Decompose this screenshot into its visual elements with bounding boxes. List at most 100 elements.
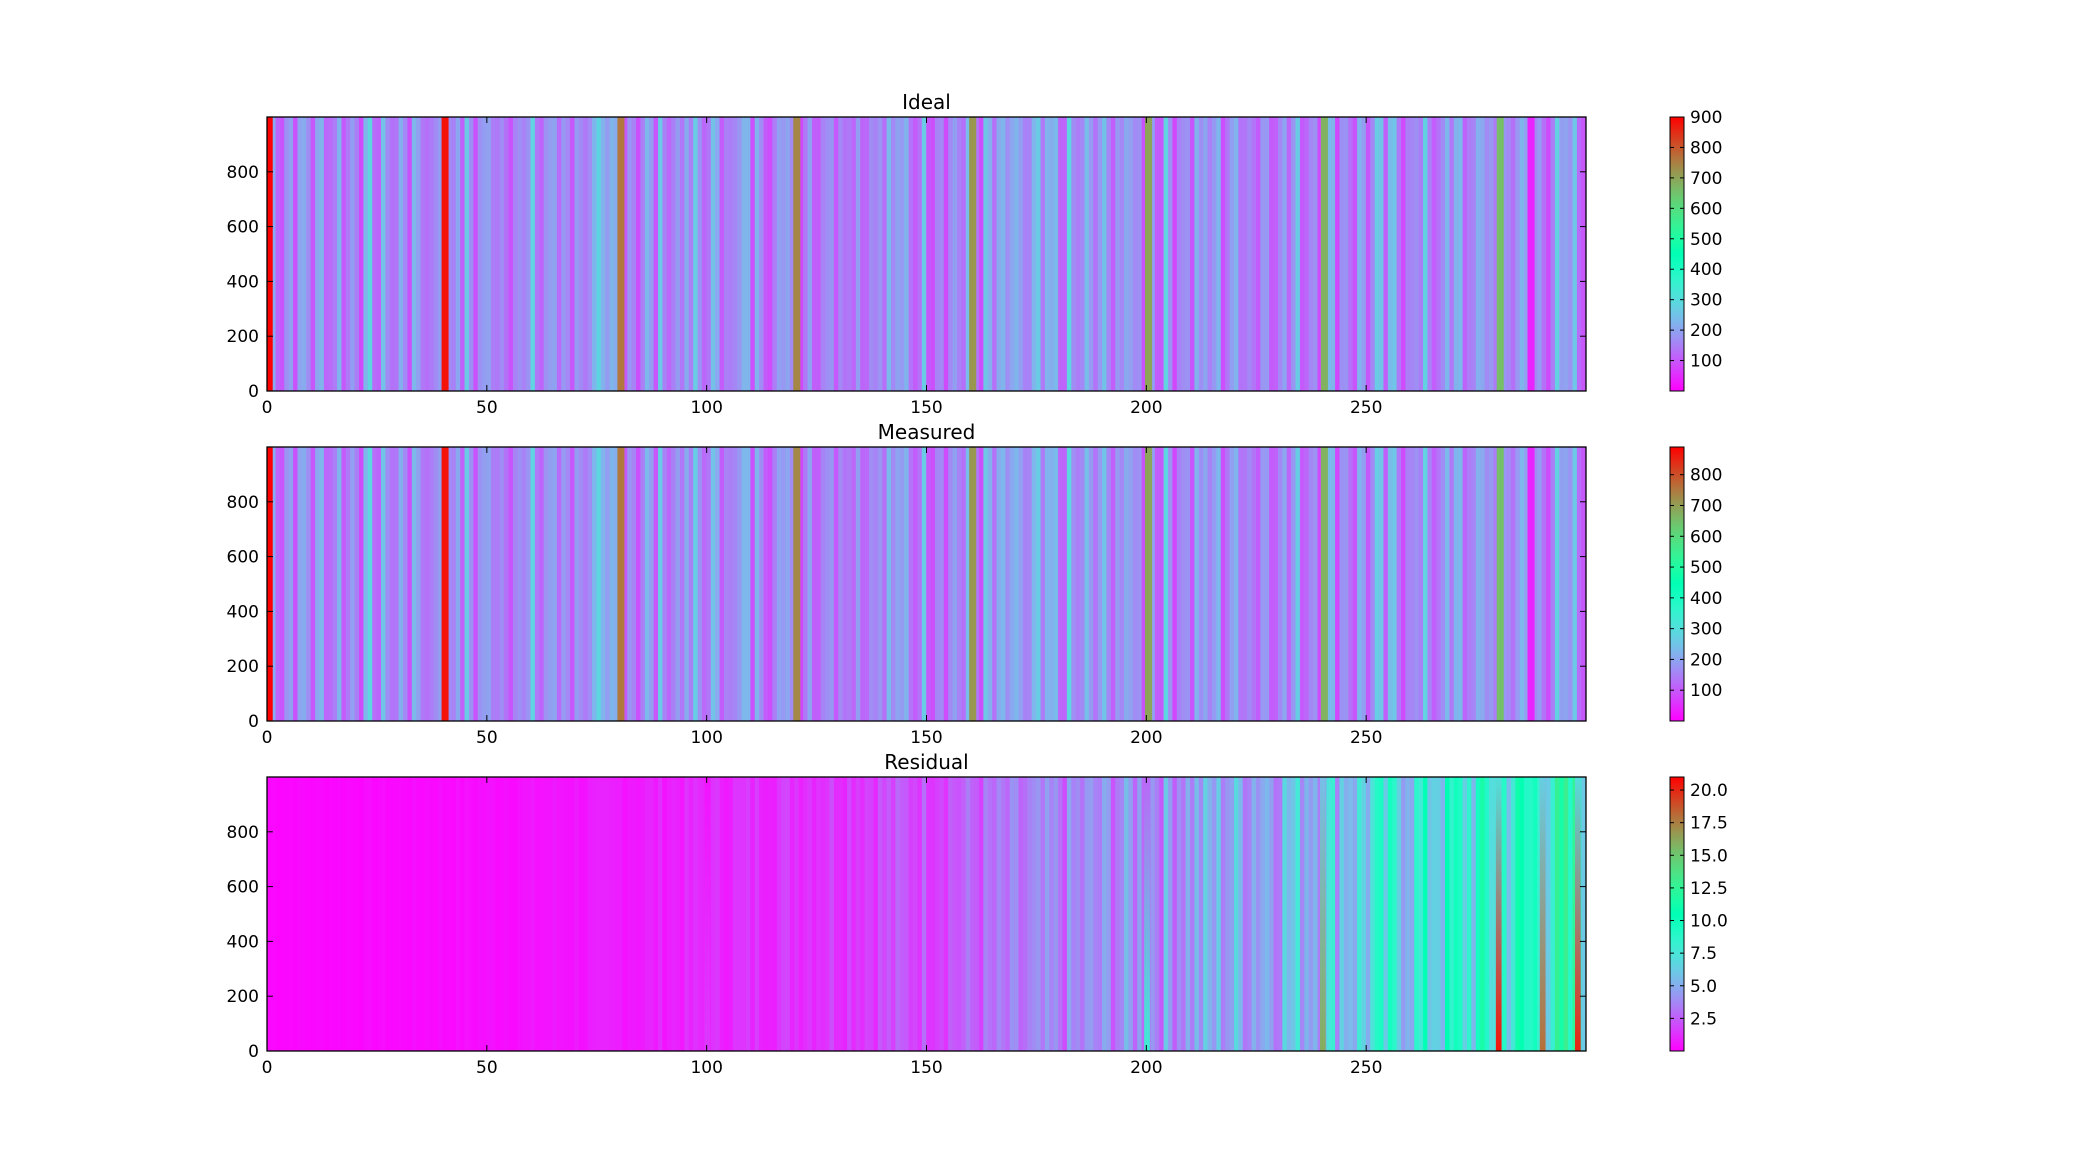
x-tick-label: 150 [910,1058,942,1078]
heatmap-column [583,777,589,1051]
x-tick-label: 250 [1350,1058,1382,1078]
heatmap-column [482,777,488,1051]
heatmap-column [1431,117,1437,391]
heatmap-column [1190,777,1195,1051]
heatmap-column [1352,117,1358,391]
heatmap-column [1563,777,1569,1051]
heatmap-column [310,447,316,721]
heatmap-column [1383,777,1389,1051]
heatmap-column [1053,117,1059,391]
heatmap-column [1233,447,1239,721]
heatmap-column [301,777,307,1051]
heatmap-column [473,777,479,1051]
heatmap-column [297,777,303,1051]
heatmap-column [877,777,883,1051]
heatmap-column [1211,447,1217,721]
y-tick-label: 0 [248,712,259,732]
heatmap-column [512,777,518,1051]
heatmap-column [1528,777,1534,1051]
heatmap-column [1484,777,1490,1051]
heatmap-column [1431,777,1437,1051]
heatmap-column [354,777,360,1051]
heatmap-column [798,447,804,721]
heatmap-column [1291,777,1297,1051]
heatmap-column [662,447,668,721]
colorbar-tick-label: 2.5 [1690,1009,1717,1029]
heatmap-image [267,777,1586,1051]
heatmap-column [1260,777,1266,1051]
heatmap-column [1203,117,1209,391]
heatmap-column [367,447,373,721]
heatmap-column [1379,777,1385,1051]
heatmap-column [1423,447,1429,721]
heatmap-column [816,117,822,391]
heatmap-column [666,777,672,1051]
heatmap-column [565,447,571,721]
heatmap-column [983,777,989,1051]
heatmap-column [1181,447,1187,721]
heatmap-column [833,777,839,1051]
heatmap-column [310,777,316,1051]
heatmap-peak-column [1320,777,1326,1051]
heatmap-column [1519,777,1525,1051]
heatmap-column [781,447,787,721]
heatmap-column [1036,447,1042,721]
heatmap-column [1106,447,1112,721]
heatmap-column [363,777,369,1051]
heatmap-column [956,117,962,391]
heatmap-column [1080,777,1086,1051]
heatmap-column [930,447,936,721]
heatmap-column [1286,777,1292,1051]
heatmap-column [789,117,795,391]
y-tick-label: 0 [248,1042,259,1062]
heatmap-column [1515,117,1521,391]
heatmap-column [1102,117,1108,391]
heatmap-column [1009,117,1015,391]
heatmap-column [930,117,936,391]
heatmap-column [745,117,751,391]
heatmap-column [1427,777,1433,1051]
heatmap-column [1493,117,1499,391]
heatmap-column [1471,777,1477,1051]
heatmap-column [1185,447,1191,721]
heatmap-column [873,447,879,721]
heatmap-column [614,447,620,721]
heatmap-column [803,117,809,391]
heatmap-column [811,117,817,391]
colorbar-tick-label: 17.5 [1690,814,1728,834]
colorbar-tick-label: 300 [1690,620,1722,640]
x-tick-label: 200 [1130,728,1162,748]
heatmap-column [1546,777,1552,1051]
heatmap-column [693,447,699,721]
heatmap-peak-column [441,447,449,721]
heatmap-column [464,447,470,721]
heatmap-column [512,447,518,721]
heatmap-column [825,447,831,721]
heatmap-column [1449,117,1455,391]
heatmap-column [798,117,804,391]
heatmap-column [1370,117,1376,391]
heatmap-column [455,447,461,721]
heatmap-column [807,117,813,391]
heatmap-column [1365,777,1371,1051]
colorbar-tick-label: 5.0 [1690,977,1717,997]
x-tick-label: 150 [910,728,942,748]
heatmap-peak-column [1145,447,1153,721]
heatmap-column [1396,777,1402,1051]
heatmap-column [1537,447,1543,721]
heatmap-column [504,777,510,1051]
heatmap-column [1044,447,1050,721]
colorbar-tick-label: 10.0 [1690,912,1728,932]
heatmap-column [1255,777,1261,1051]
heatmap-column [438,777,444,1051]
heatmap-column [1453,447,1459,721]
heatmap-column [1075,447,1081,721]
heatmap-column [1053,447,1059,721]
heatmap-column [723,447,729,721]
heatmap-column [341,777,347,1051]
heatmap-column [1018,777,1024,1051]
heatmap-column [728,777,734,1051]
heatmap-column [1286,117,1292,391]
heatmap-column [869,447,875,721]
heatmap-column [354,447,360,721]
